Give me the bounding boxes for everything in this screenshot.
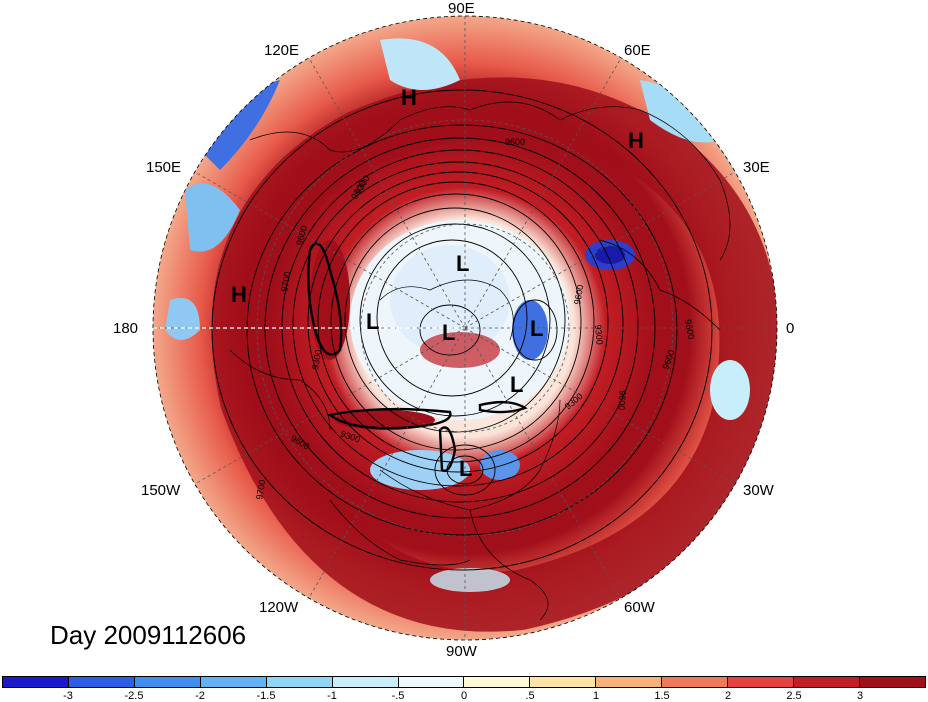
colorbar-swatch [596,677,663,687]
contour-label: 9600 [572,284,585,305]
map-boundary [152,15,778,641]
contour-label: 9600 [616,390,628,411]
colorbar-swatch [662,677,729,687]
pressure-low-icon: L [459,456,472,481]
longitude-label-120w: 120W [259,599,299,616]
colorbar-tick-label: -2.5 [124,690,144,702]
colorbar-swatch [68,677,135,687]
longitude-label-150w: 150W [141,482,181,499]
coastlines [229,101,731,621]
pressure-low-icon: L [456,251,469,276]
colorbar-tick-label: -.5 [391,690,405,702]
contour-label: 9300 [593,324,605,345]
colorbar-swatch [794,677,860,687]
colorbar-tick-label: .5 [525,690,535,702]
longitude-label-90e: 90E [448,0,475,17]
geopotential-contours [211,89,713,571]
colorbar-tick-label: 1.5 [654,690,670,702]
colorbar-swatch [200,677,267,687]
colorbar-swatch [3,677,69,687]
pressure-low-icon: L [530,316,543,341]
pressure-low-icon: L [366,309,379,334]
contour-label: 9600 [505,137,525,147]
contour-label: 9700 [279,271,292,292]
pressure-high-icon: H [231,282,247,307]
colorbar-tick-label: -2 [195,690,205,702]
contour-label: 9600 [683,319,696,340]
pressure-high-icon: H [401,85,417,110]
colorbar-swatch [859,677,925,687]
colorbar-tick-label: 2.5 [786,690,802,702]
colorbar-swatch [530,677,597,687]
longitude-label-60w: 60W [624,599,655,616]
colorbar-swatch [728,677,795,687]
longitude-label-30e: 30E [743,159,770,176]
colorbar-tick-label: 0 [460,690,468,702]
colorbar-tick-label: -1.5 [256,690,276,702]
longitude-label-30w: 30W [743,482,774,499]
contour-label: 9700 [254,479,267,500]
colorbar-tick-label: -1 [327,690,337,702]
colorbar-swatch [134,677,201,687]
colorbar-swatch [464,677,531,687]
colorbar-swatch [332,677,399,687]
longitude-label-150e: 150E [146,159,182,176]
colorbar-tick-label: 1 [592,690,600,702]
longitude-label-90w: 90W [446,643,477,660]
colorbar-swatch [266,677,333,687]
longitude-label-180: 180 [113,320,139,337]
pressure-high-icon: H [628,128,644,153]
colorbar-tick-label: 2 [724,690,732,702]
plot-title: Day 2009112606 [50,620,247,650]
colorbar-swatch [398,677,465,687]
longitude-label-120e: 120E [264,42,300,59]
jet-contours [307,242,528,472]
colorbar [2,676,926,688]
colorbar-tick-label: -3 [63,690,73,702]
colorbar-tick-label: 3 [856,690,864,702]
pressure-low-icon: L [442,320,455,345]
contour-label: 9300 [310,349,323,370]
pressure-low-icon: L [510,372,523,397]
longitude-label-60e: 60E [624,42,651,59]
longitude-label-0: 0 [786,320,795,337]
